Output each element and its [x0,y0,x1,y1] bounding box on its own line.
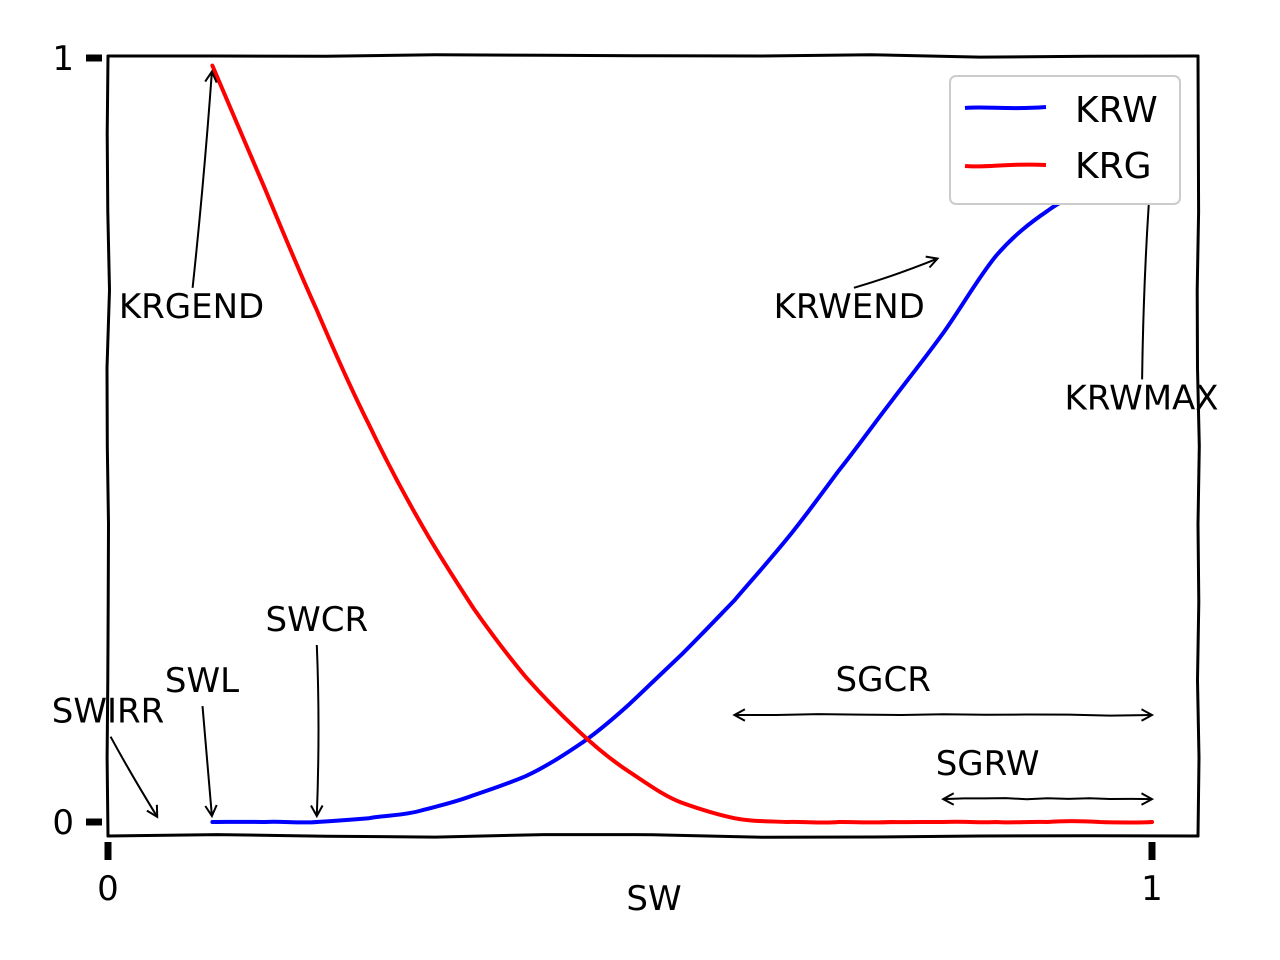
legend-swatch-krg [964,162,1047,169]
annotation-label-swcr: SWCR [266,600,369,640]
axis-ticks: 0 1 0 1 [52,39,1162,909]
annotation-arrowhead-swcr [310,805,324,819]
x-tick-label: 0 [97,869,119,909]
y-tick-label: 1 [52,39,74,79]
frame-left [105,54,112,838]
annotation-arrow-krwend [853,257,938,289]
annotation-arrowhead-sgrw [941,792,955,806]
annotation-arrowhead-sgcr [732,708,746,722]
annotation-label-sgrw: SGRW [936,744,1040,784]
annotation-arrow-krgend [191,71,213,288]
legend-swatch-krw [964,105,1047,111]
frame-bottom [106,833,1200,839]
annotation-arrow-swirr [109,736,159,818]
annotation-arrowhead-sgrw [1141,792,1155,806]
x-axis-label: SW [626,879,681,919]
legend-label-krg: KRG [1075,146,1152,187]
annotation-span-sgcr [734,713,1153,717]
legend: KRW KRG [949,75,1181,205]
plot-frame [105,53,1201,839]
annotation-arrowhead-swl [204,804,218,819]
frame-top [106,53,1200,59]
frame-right [1195,54,1201,838]
y-tick-label: 0 [52,803,74,843]
annotation-arrow-swcr [315,644,320,817]
annotation-arrowhead-krwend [925,255,940,269]
annotation-label-swirr: SWIRR [52,692,164,732]
annotation-label-krwmax: KRWMAX [1065,378,1219,418]
legend-label-krw: KRW [1075,90,1158,131]
series-lines [210,63,1154,825]
series-line-krg [210,63,1154,825]
annotation-label-krwend: KRWEND [774,287,925,327]
annotation-label-krgend: KRGEND [119,287,264,327]
series-line-krw [210,155,1154,825]
annotation-label-swl: SWL [165,661,239,701]
annotation-arrowhead-sgcr [1141,708,1155,722]
annotation-label-sgcr: SGCR [836,660,931,700]
annotation-arrowhead-krgend [204,69,218,83]
annotation-arrow-swl [201,706,213,817]
annotation-arrowhead-swirr [146,804,159,819]
x-tick-label: 1 [1141,869,1163,909]
annotation-span-sgrw [943,797,1153,801]
